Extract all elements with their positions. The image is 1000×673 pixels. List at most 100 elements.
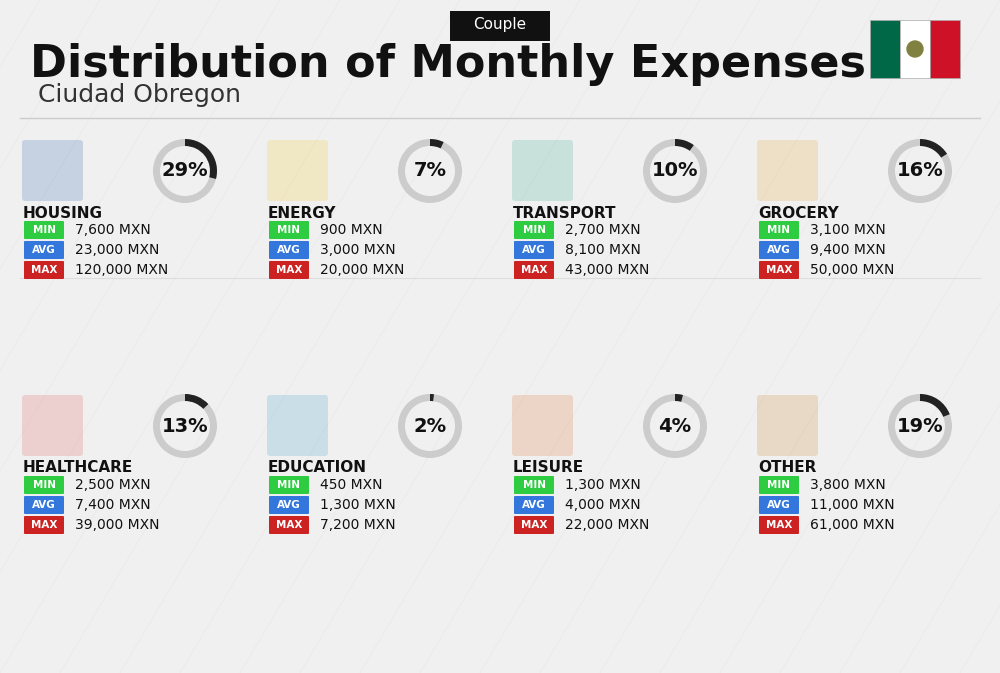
Text: AVG: AVG: [522, 245, 546, 255]
Text: 43,000 MXN: 43,000 MXN: [565, 263, 649, 277]
Text: EDUCATION: EDUCATION: [268, 460, 367, 476]
Text: 2,700 MXN: 2,700 MXN: [565, 223, 641, 237]
Wedge shape: [398, 394, 462, 458]
Text: 3,100 MXN: 3,100 MXN: [810, 223, 886, 237]
Text: MAX: MAX: [31, 520, 57, 530]
FancyBboxPatch shape: [757, 140, 818, 201]
Text: MIN: MIN: [32, 225, 56, 235]
Text: GROCERY: GROCERY: [758, 205, 839, 221]
Text: 2%: 2%: [413, 417, 447, 435]
Text: MAX: MAX: [276, 265, 302, 275]
Text: MIN: MIN: [32, 480, 56, 490]
Text: LEISURE: LEISURE: [513, 460, 584, 476]
FancyBboxPatch shape: [269, 476, 309, 494]
FancyBboxPatch shape: [269, 261, 309, 279]
FancyBboxPatch shape: [759, 476, 799, 494]
Text: 19%: 19%: [897, 417, 943, 435]
Text: MIN: MIN: [768, 480, 790, 490]
Text: MIN: MIN: [522, 225, 546, 235]
Text: Ciudad Obregon: Ciudad Obregon: [38, 83, 241, 107]
FancyBboxPatch shape: [759, 516, 799, 534]
Wedge shape: [153, 139, 217, 203]
Text: AVG: AVG: [277, 500, 301, 510]
Text: AVG: AVG: [32, 500, 56, 510]
Text: 13%: 13%: [162, 417, 208, 435]
Text: MAX: MAX: [276, 520, 302, 530]
FancyBboxPatch shape: [267, 140, 328, 201]
FancyBboxPatch shape: [514, 261, 554, 279]
FancyBboxPatch shape: [759, 241, 799, 259]
Text: 4,000 MXN: 4,000 MXN: [565, 498, 641, 512]
Text: 11,000 MXN: 11,000 MXN: [810, 498, 895, 512]
Wedge shape: [643, 394, 707, 458]
FancyBboxPatch shape: [24, 261, 64, 279]
Text: 9,400 MXN: 9,400 MXN: [810, 243, 886, 257]
Wedge shape: [185, 139, 217, 179]
FancyBboxPatch shape: [870, 20, 900, 78]
Text: TRANSPORT: TRANSPORT: [513, 205, 616, 221]
Text: MIN: MIN: [278, 480, 300, 490]
FancyBboxPatch shape: [24, 476, 64, 494]
Text: MIN: MIN: [768, 225, 790, 235]
Text: 7%: 7%: [414, 162, 446, 180]
FancyBboxPatch shape: [24, 221, 64, 239]
Text: 450 MXN: 450 MXN: [320, 478, 382, 492]
Text: 7,600 MXN: 7,600 MXN: [75, 223, 151, 237]
FancyBboxPatch shape: [269, 221, 309, 239]
FancyBboxPatch shape: [514, 221, 554, 239]
FancyBboxPatch shape: [22, 395, 83, 456]
Text: 3,800 MXN: 3,800 MXN: [810, 478, 886, 492]
Text: MAX: MAX: [766, 520, 792, 530]
FancyBboxPatch shape: [512, 395, 573, 456]
Text: 23,000 MXN: 23,000 MXN: [75, 243, 159, 257]
Text: OTHER: OTHER: [758, 460, 816, 476]
FancyBboxPatch shape: [24, 241, 64, 259]
FancyBboxPatch shape: [514, 241, 554, 259]
FancyBboxPatch shape: [267, 395, 328, 456]
Text: 10%: 10%: [652, 162, 698, 180]
Text: Couple: Couple: [473, 17, 527, 32]
Text: ENERGY: ENERGY: [268, 205, 336, 221]
Text: Distribution of Monthly Expenses: Distribution of Monthly Expenses: [30, 44, 866, 87]
FancyBboxPatch shape: [269, 241, 309, 259]
Text: 29%: 29%: [162, 162, 208, 180]
Text: 16%: 16%: [897, 162, 943, 180]
Text: 120,000 MXN: 120,000 MXN: [75, 263, 168, 277]
Wedge shape: [920, 139, 947, 157]
Text: 3,000 MXN: 3,000 MXN: [320, 243, 396, 257]
FancyBboxPatch shape: [269, 496, 309, 514]
FancyBboxPatch shape: [269, 516, 309, 534]
Text: 39,000 MXN: 39,000 MXN: [75, 518, 160, 532]
Circle shape: [907, 41, 923, 57]
Wedge shape: [430, 394, 434, 401]
Text: MIN: MIN: [278, 225, 300, 235]
Text: MAX: MAX: [521, 265, 547, 275]
Text: 61,000 MXN: 61,000 MXN: [810, 518, 895, 532]
Text: 22,000 MXN: 22,000 MXN: [565, 518, 649, 532]
Wedge shape: [398, 139, 462, 203]
Wedge shape: [643, 139, 707, 203]
Text: 4%: 4%: [658, 417, 692, 435]
Text: 20,000 MXN: 20,000 MXN: [320, 263, 404, 277]
FancyBboxPatch shape: [450, 11, 550, 41]
Text: AVG: AVG: [767, 245, 791, 255]
FancyBboxPatch shape: [759, 221, 799, 239]
Text: 7,400 MXN: 7,400 MXN: [75, 498, 151, 512]
Text: 2,500 MXN: 2,500 MXN: [75, 478, 151, 492]
Text: 8,100 MXN: 8,100 MXN: [565, 243, 641, 257]
Wedge shape: [920, 394, 950, 417]
Text: 1,300 MXN: 1,300 MXN: [565, 478, 641, 492]
FancyBboxPatch shape: [757, 395, 818, 456]
Text: MAX: MAX: [31, 265, 57, 275]
Text: AVG: AVG: [767, 500, 791, 510]
FancyBboxPatch shape: [930, 20, 960, 78]
Text: 7,200 MXN: 7,200 MXN: [320, 518, 396, 532]
Wedge shape: [153, 394, 217, 458]
Wedge shape: [888, 394, 952, 458]
FancyBboxPatch shape: [24, 496, 64, 514]
Text: AVG: AVG: [522, 500, 546, 510]
FancyBboxPatch shape: [24, 516, 64, 534]
Text: 1,300 MXN: 1,300 MXN: [320, 498, 396, 512]
FancyBboxPatch shape: [512, 140, 573, 201]
Wedge shape: [430, 139, 444, 148]
